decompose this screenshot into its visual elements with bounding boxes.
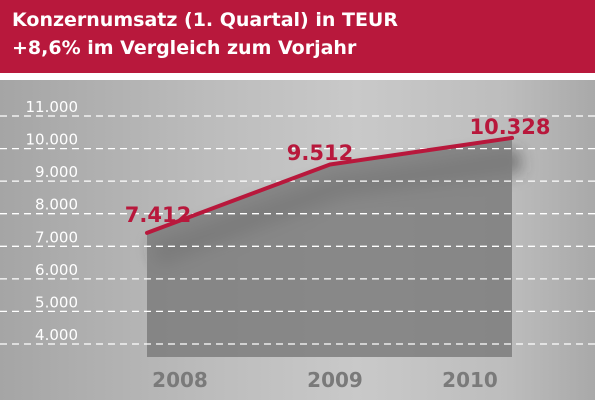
y-tick-label: 10.000 <box>26 131 79 149</box>
x-tick-label: 2008 <box>152 368 208 392</box>
series-line <box>145 135 514 235</box>
data-label: 10.328 <box>469 115 550 139</box>
y-tick-label: 5.000 <box>35 293 78 311</box>
chart-title: Konzernumsatz (1. Quartal) in TEUR <box>12 9 398 31</box>
y-tick-label: 8.000 <box>35 196 78 214</box>
x-tick-label: 2010 <box>442 368 498 392</box>
y-tick-label: 7.000 <box>35 228 78 246</box>
x-tick-label: 2009 <box>307 368 363 392</box>
chart-header: Konzernumsatz (1. Quartal) in TEUR +8,6%… <box>0 0 595 73</box>
y-tick-label: 9.000 <box>35 163 78 181</box>
data-label: 7.412 <box>125 203 191 227</box>
data-label: 9.512 <box>287 141 353 165</box>
y-tick-label: 11.000 <box>26 98 79 116</box>
y-tick-label: 6.000 <box>35 261 78 279</box>
area-fill <box>147 137 512 357</box>
chart-subtitle: +8,6% im Vergleich zum Vorjahr <box>12 37 357 59</box>
y-tick-label: 4.000 <box>35 326 78 344</box>
